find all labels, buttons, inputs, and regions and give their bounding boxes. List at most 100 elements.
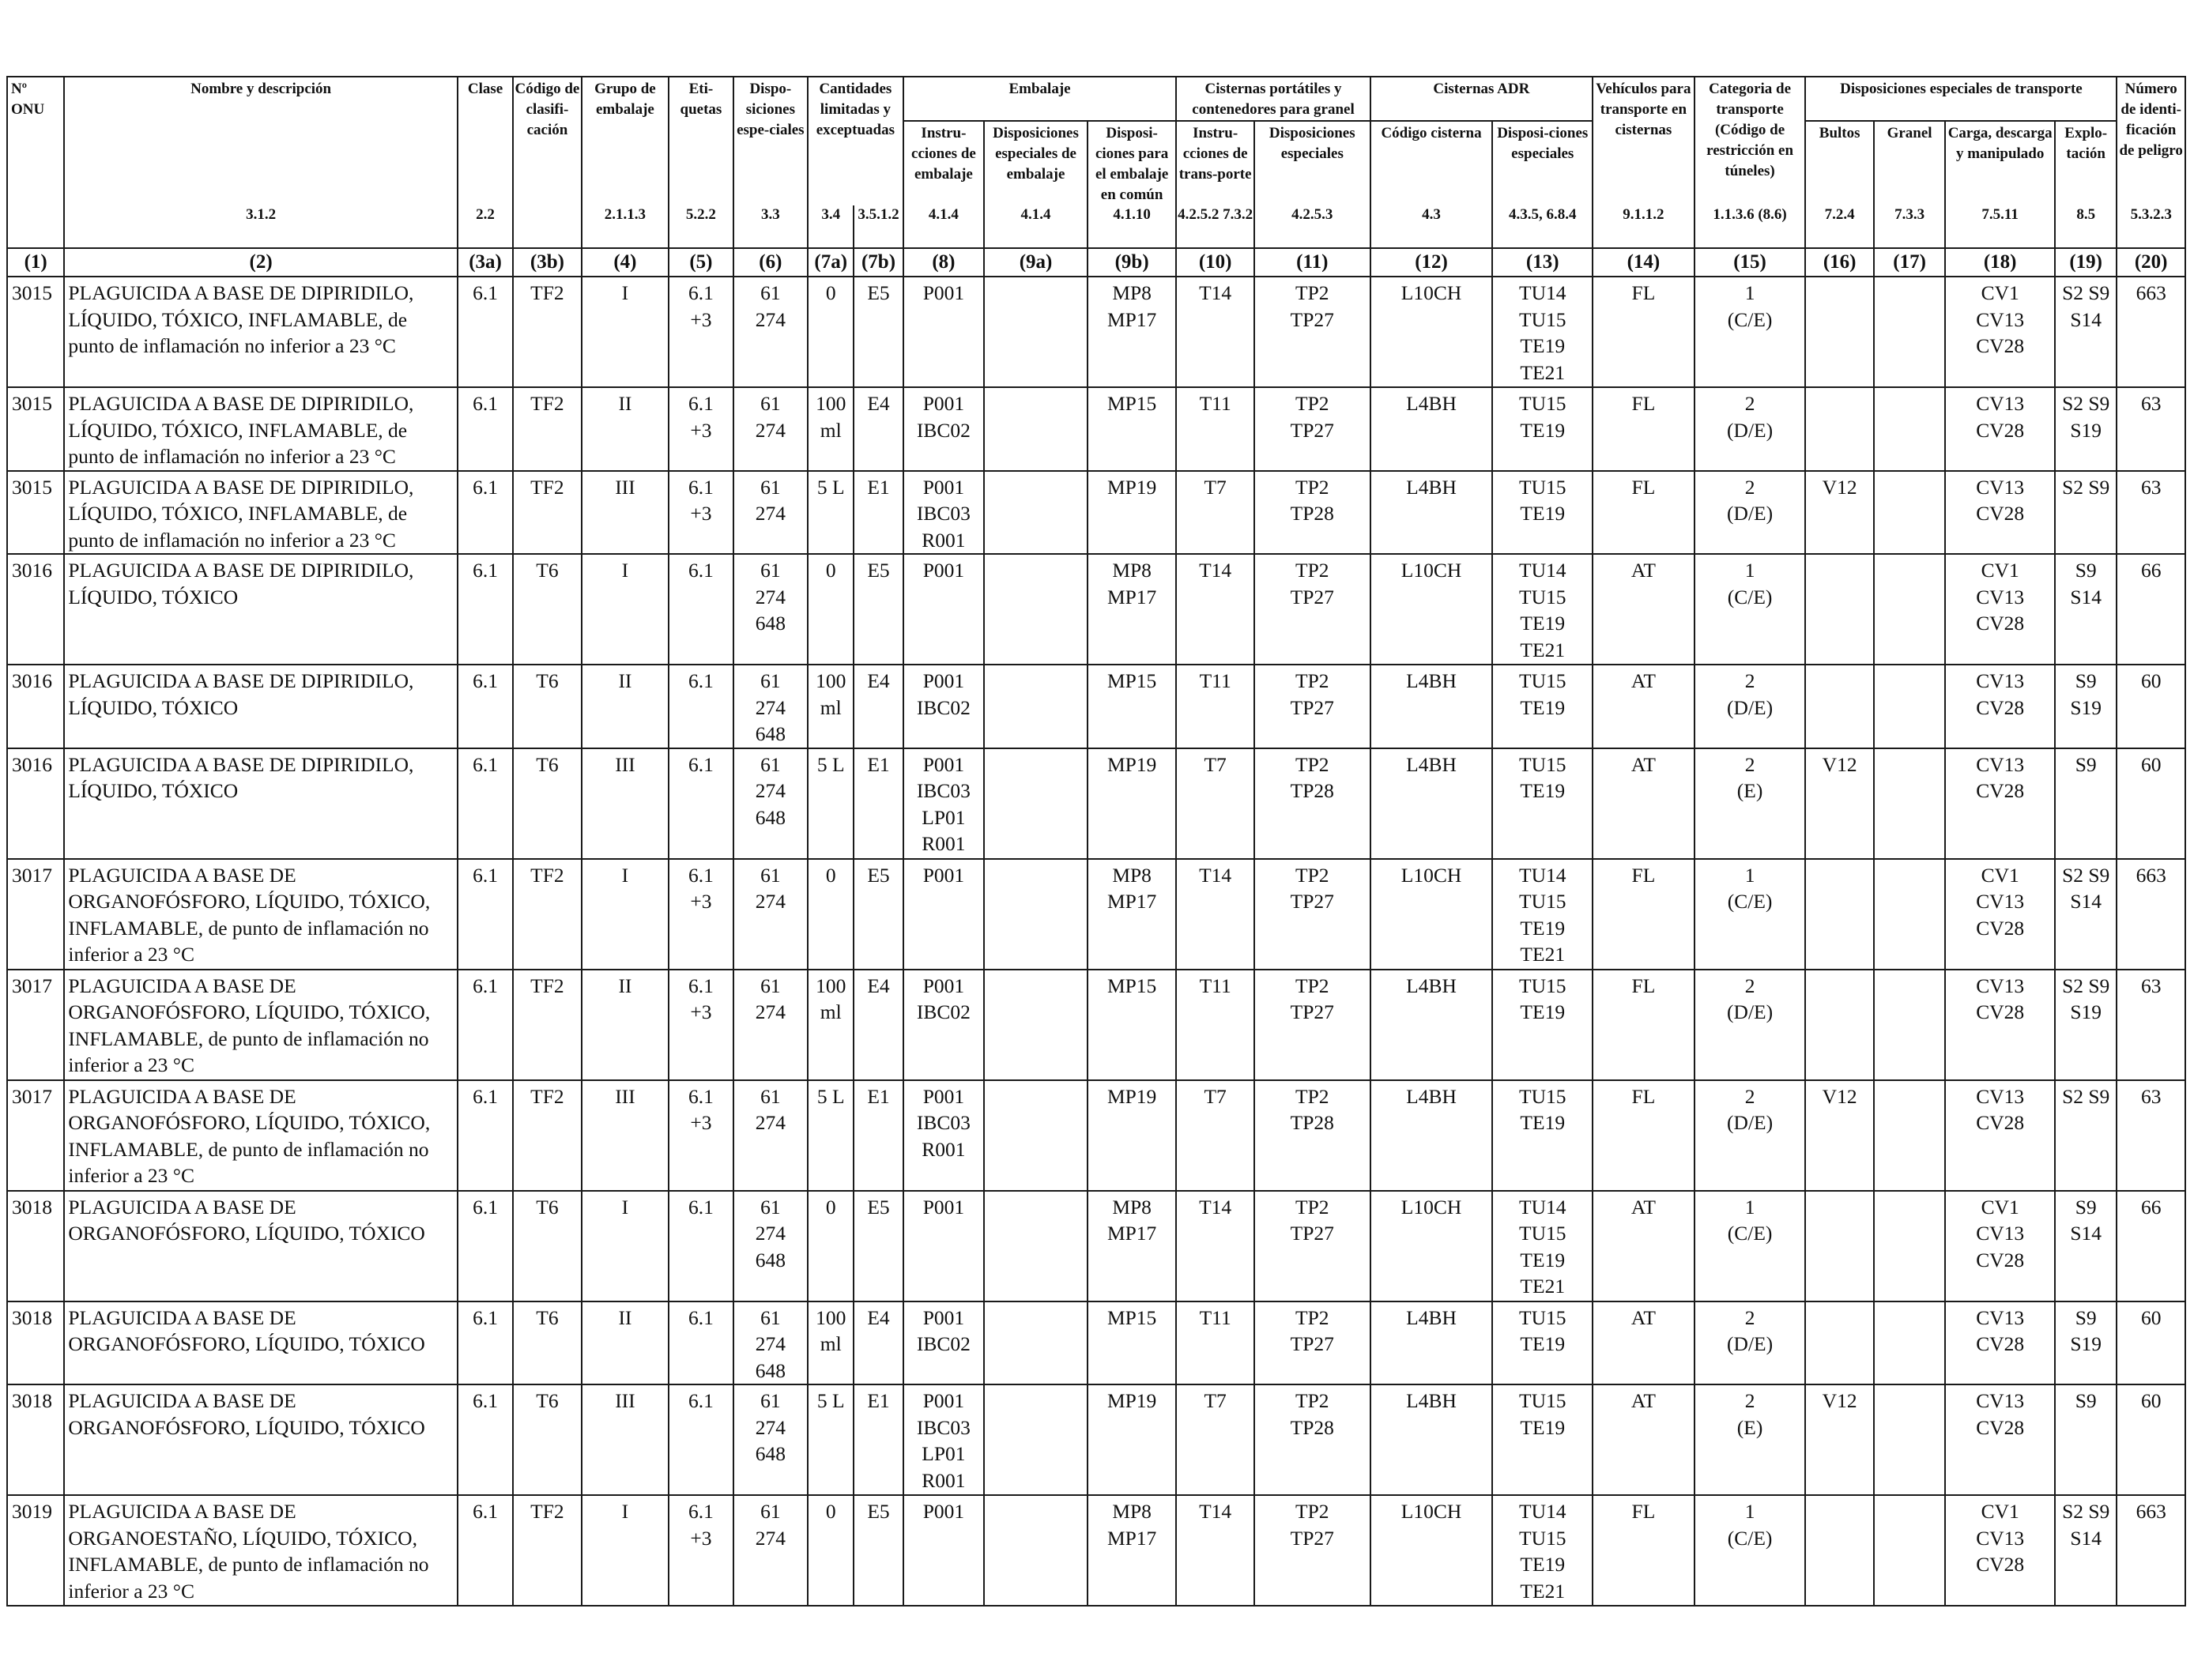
header-codigo-cisterna: Código cisterna [1369,120,1494,205]
cell-portable-tank-instructions: T14 [1175,276,1255,388]
ref-onu [6,205,66,249]
cell-limited-quantity: 5 L [807,1079,854,1192]
cell-portable-tank-instructions: T11 [1175,664,1255,749]
cell-tank-code: L10CH [1369,1494,1494,1607]
cell-bulk [1872,747,1947,860]
cell-onu-number: 3016 [6,664,66,749]
cell-hazard-number: 60 [2116,747,2186,860]
cell-special-provisions: 61 274 648 [732,1189,809,1302]
cell-special-packing-provisions [983,664,1088,749]
cell-tank-code: L4BH [1369,968,1494,1081]
header-vehiculos: Vehículos para transporte en cisternas [1592,76,1695,205]
cell-onu-number: 3018 [6,1300,66,1385]
header-explotacion: Explo-tación [2053,120,2118,205]
table-row: 3018 PLAGUICIDA A BASE DE ORGANOFÓSFORO, … [6,1300,2186,1385]
cell-special-packing-provisions [983,469,1088,555]
cell-onu-number: 3017 [6,968,66,1081]
cell-onu-number: 3016 [6,553,66,665]
header-disp-especiales: Disposiciones especiales [1253,120,1371,205]
table-row: 3016 PLAGUICIDA A BASE DE DIPIRIDILO, LÍQ… [6,553,2186,665]
cell-portable-tank-instructions: T11 [1175,1300,1255,1385]
column-number: (18) [1944,247,2056,277]
cell-labels: 6.1 +3 [668,1079,734,1192]
column-number: (7b) [853,247,904,277]
cell-tank-provisions: TU15 TE19 [1491,1079,1594,1192]
cell-labels: 6.1 [668,553,734,665]
cell-portable-tank-provisions: TP2 TP27 [1253,1300,1371,1385]
cell-packing-instructions: P001 [902,857,986,970]
column-number: (2) [63,247,458,277]
cell-onu-number: 3015 [6,276,66,388]
cell-portable-tank-instructions: T7 [1175,747,1255,860]
cell-special-packing-provisions [983,1384,1088,1496]
cell-classification-code: TF2 [512,857,582,970]
cell-product-name: PLAGUICIDA A BASE DE ORGANOFÓSFORO, LÍQU… [63,1079,458,1192]
ref-codigo-cisterna: 4.3 [1369,205,1494,249]
cell-onu-number: 3019 [6,1494,66,1607]
cell-hazard-number: 63 [2116,1079,2186,1192]
cell-tank-code: L4BH [1369,386,1494,472]
cell-transport-category: 2 (D/E) [1693,1079,1807,1192]
cell-tank-code: L10CH [1369,553,1494,665]
cell-special-packing-provisions [983,1494,1088,1607]
cell-packages [1804,857,1875,970]
ref-granel: 7.3.3 [1872,205,1947,249]
cell-transport-category: 1 (C/E) [1693,857,1807,970]
cell-special-provisions: 61 274 [732,1494,809,1607]
cell-product-name: PLAGUICIDA A BASE DE ORGANOFÓSFORO, LÍQU… [63,968,458,1081]
cell-portable-tank-instructions: T11 [1175,386,1255,472]
cell-loading-handling: CV1 CV13 CV28 [1944,857,2056,970]
table-row: 3018 PLAGUICIDA A BASE DE ORGANOFÓSFORO, … [6,1189,2186,1302]
cell-packing-group: I [580,276,670,388]
cell-class: 6.1 [456,1079,515,1192]
cell-class: 6.1 [456,386,515,472]
cell-limited-quantity: 100 ml [807,664,854,749]
cell-product-name: PLAGUICIDA A BASE DE ORGANOFÓSFORO, LÍQU… [63,857,458,970]
header-embalaje: Embalaje [902,76,1178,122]
header-instrucciones: Instru-cciones de embalaje [902,120,986,205]
cell-special-provisions: 61 274 [732,469,809,555]
cell-packages [1804,1300,1875,1385]
cell-excepted-quantity: E5 [853,1189,904,1302]
cell-portable-tank-provisions: TP2 TP28 [1253,1079,1371,1192]
header-clase: Clase [456,76,515,205]
cell-labels: 6.1 +3 [668,857,734,970]
cell-classification-code: T6 [512,1300,582,1385]
cell-portable-tank-provisions: TP2 TP27 [1253,1494,1371,1607]
header-disposiciones: Dispo-siciones espe-ciales [732,76,809,205]
cell-packing-group: II [580,968,670,1081]
cell-transport-category: 2 (D/E) [1693,386,1807,472]
cell-packing-group: I [580,553,670,665]
cell-portable-tank-instructions: T14 [1175,553,1255,665]
table-header: Nº ONU Nombre y descripción Clase Código… [6,76,2186,277]
column-number: (11) [1253,247,1371,277]
cell-transport-category: 2 (D/E) [1693,1300,1807,1385]
cell-portable-tank-provisions: TP2 TP27 [1253,857,1371,970]
cell-operation: S2 S9 S14 [2053,1494,2118,1607]
cell-tank-provisions: TU14 TU15 TE19 TE21 [1491,857,1594,970]
cell-special-provisions: 61 274 [732,276,809,388]
table-row: 3016 PLAGUICIDA A BASE DE DIPIRIDILO, LÍQ… [6,664,2186,749]
cell-portable-tank-instructions: T11 [1175,968,1255,1081]
cell-vehicle: FL [1592,1494,1695,1607]
cell-loading-handling: CV1 CV13 CV28 [1944,1189,2056,1302]
cell-product-name: PLAGUICIDA A BASE DE DIPIRIDILO, LÍQUIDO… [63,386,458,472]
cell-portable-tank-provisions: TP2 TP27 [1253,386,1371,472]
table-row: 3015 PLAGUICIDA A BASE DE DIPIRIDILO, LÍQ… [6,276,2186,388]
cell-mixed-packing-provisions: MP8 MP17 [1086,857,1178,970]
cell-class: 6.1 [456,469,515,555]
cell-operation: S9 S19 [2053,664,2118,749]
cell-packing-group: III [580,1384,670,1496]
column-number: (19) [2053,247,2118,277]
cell-classification-code: TF2 [512,968,582,1081]
cell-bulk [1872,276,1947,388]
cell-onu-number: 3015 [6,469,66,555]
cell-mixed-packing-provisions: MP15 [1086,386,1178,472]
cell-tank-provisions: TU15 TE19 [1491,664,1594,749]
cell-packing-instructions: P001 IBC03 R001 [902,1079,986,1192]
cell-vehicle: FL [1592,469,1695,555]
cell-tank-provisions: TU15 TE19 [1491,747,1594,860]
cell-product-name: PLAGUICIDA A BASE DE DIPIRIDILO, LÍQUIDO… [63,276,458,388]
header-bultos: Bultos [1804,120,1875,205]
column-number: (6) [732,247,809,277]
